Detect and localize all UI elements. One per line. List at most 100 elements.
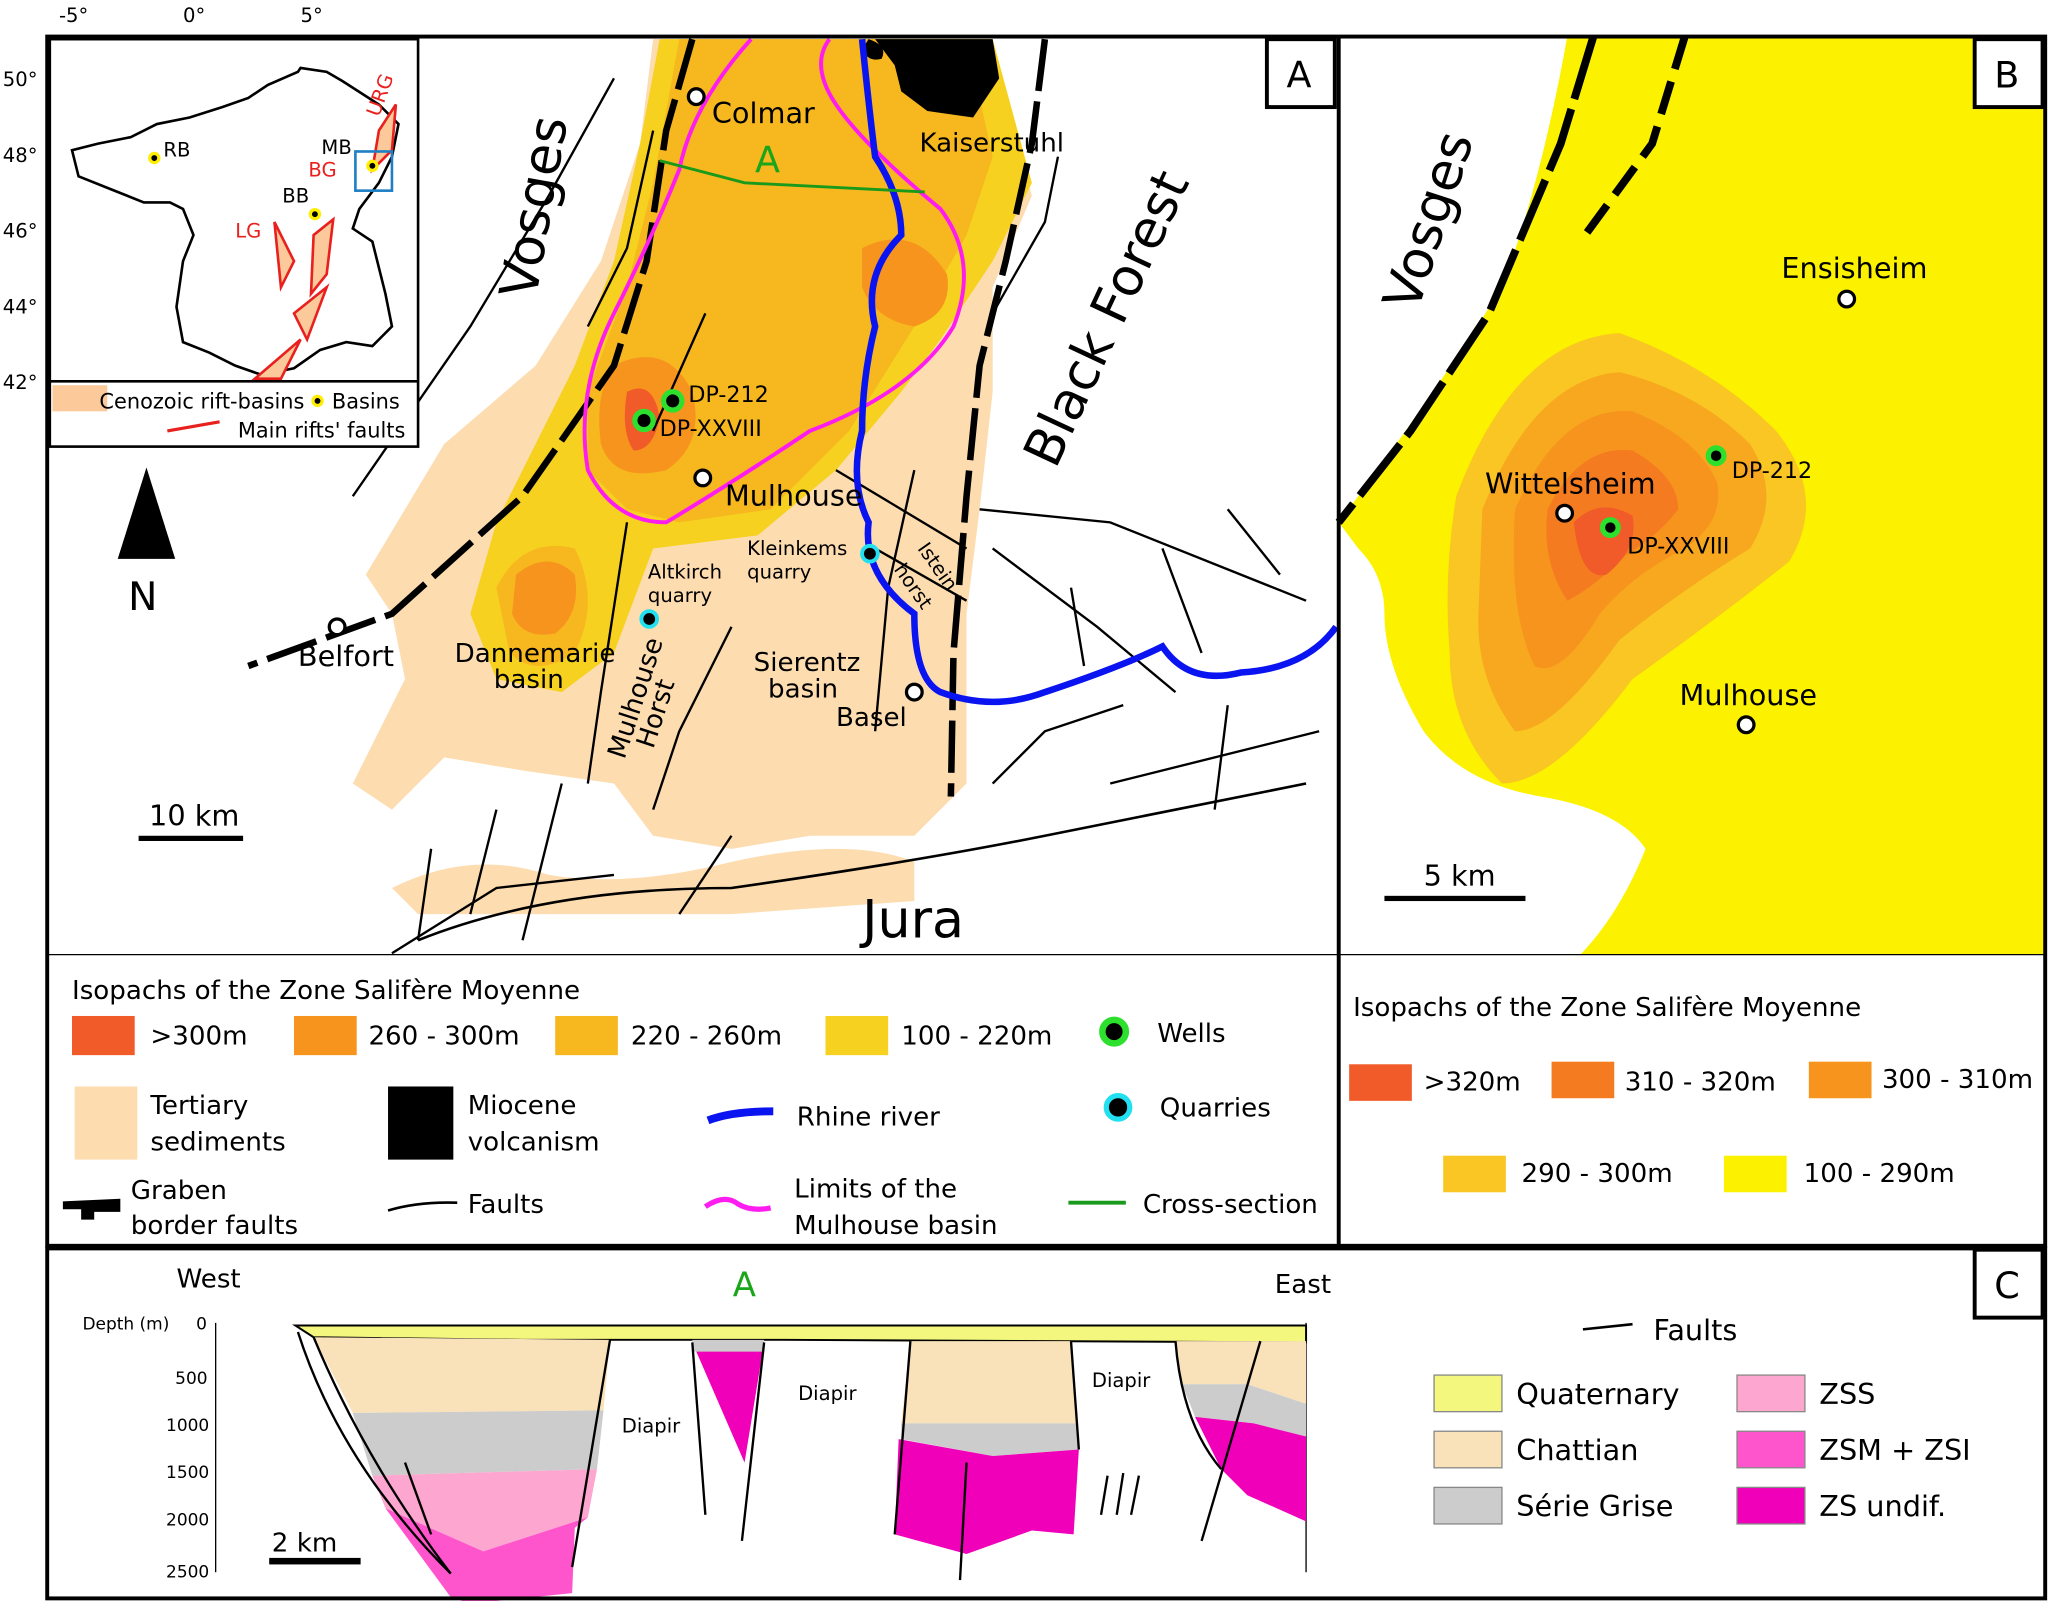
label-kaiserstuhl: Kaiserstuhl <box>920 128 1065 158</box>
inset-lon-ticks: -5° 0° 5° <box>59 4 323 27</box>
label-altkirch-2: quarry <box>648 584 712 607</box>
label-kleinkems: Kleinkems <box>747 537 847 560</box>
legend-rhine: Rhine river <box>797 1103 940 1133</box>
scale-bar-a <box>138 835 244 841</box>
legend-serie-grise: Série Grise <box>1516 1489 1673 1523</box>
cross-section-faults <box>296 1331 1262 1581</box>
legend-tertiary: sediments <box>150 1127 285 1157</box>
label-basel: Basel <box>836 703 907 733</box>
label-kleinkems-2: quarry <box>747 561 811 584</box>
legend-a-title: Isopachs of the Zone Salifère Moyenne <box>72 976 580 1006</box>
legend-graben: Graben <box>131 1176 227 1206</box>
panel-label-b: B <box>1994 53 2019 96</box>
legend-iso: >320m <box>1424 1067 1521 1097</box>
label-mulhouse-b: Mulhouse <box>1680 678 1818 712</box>
label-dpxxviii-b: DP-XXVIII <box>1627 534 1729 560</box>
label-dp212: DP-212 <box>688 382 768 408</box>
label-diapir: Diapir <box>1092 1369 1151 1392</box>
legend-iso: 290 - 300m <box>1522 1159 1673 1189</box>
legend-iso: 260 - 300m <box>368 1022 519 1052</box>
legend-tertiary: Tertiary <box>149 1091 248 1121</box>
lon-tick: -5° <box>59 4 88 27</box>
legend-limits: Mulhouse basin <box>794 1211 997 1241</box>
north-label: N <box>128 575 157 620</box>
legend-wells: Wells <box>1157 1019 1225 1049</box>
legend-b: Isopachs of the Zone Salifère Moyenne >3… <box>1349 993 2033 1193</box>
legend-faults: Faults <box>468 1190 544 1220</box>
legend-chattian: Chattian <box>1516 1433 1638 1467</box>
depth-tick: 1000 <box>166 1416 209 1436</box>
label-belfort: Belfort <box>298 639 394 673</box>
legend-iso: 220 - 260m <box>631 1022 782 1052</box>
faults <box>351 77 1320 955</box>
legend-iso: >300m <box>150 1022 247 1052</box>
scale-label-b: 5 km <box>1424 858 1496 892</box>
label-lg: LG <box>235 220 261 243</box>
jura-thrust <box>417 782 1307 942</box>
label-bb: BB <box>282 184 309 207</box>
label-altkirch: Altkirch <box>648 561 722 584</box>
legend-c-faults: Faults <box>1653 1313 1737 1347</box>
lat-tick: 42° <box>3 371 38 394</box>
north-arrow-icon <box>117 467 176 559</box>
label-dannemarie: Dannemarie <box>455 639 616 669</box>
lat-tick: 50° <box>3 68 38 91</box>
label-sierentz-2: basin <box>768 674 838 704</box>
lat-tick: 44° <box>3 295 38 318</box>
inset-lat-ticks: 50° 48° 46° 44° 42° <box>3 68 38 394</box>
legend-quarries: Quarries <box>1160 1094 1271 1124</box>
miocene-volcanism-area <box>862 39 1000 118</box>
legend-iso: 100 - 290m <box>1804 1159 1955 1189</box>
wells <box>632 389 685 433</box>
lat-tick: 46° <box>3 220 38 243</box>
label-west: West <box>176 1265 240 1295</box>
legend-miocene: volcanism <box>468 1127 600 1157</box>
label-bg: BG <box>308 158 336 181</box>
label-dpxxviii: DP-XXVIII <box>660 416 762 442</box>
panel-c-cross-section: West A East Depth (m) 0 500 1000 1500 20… <box>82 1247 2045 1601</box>
lon-tick: 0° <box>183 4 205 27</box>
lat-tick: 48° <box>3 144 38 167</box>
depth-tick: 1500 <box>166 1463 209 1483</box>
towns <box>327 87 924 702</box>
inset-legend-rift-basins: Cenozoic rift-basins <box>99 390 304 414</box>
label-colmar: Colmar <box>712 96 815 130</box>
depth-tick: 500 <box>175 1369 207 1389</box>
depth-tick: 0 <box>196 1314 207 1334</box>
legend-zss: ZSS <box>1819 1377 1875 1411</box>
panel-label-c: C <box>1994 1264 2020 1307</box>
legend-zs-undif: ZS undif. <box>1819 1489 1946 1523</box>
panel-b-map: Vosges Ensisheim Wittelsheim DP-212 DP-X… <box>1335 35 2045 955</box>
label-sierentz: Sierentz <box>754 648 861 678</box>
legend-zsm-zsi: ZSM + ZSI <box>1819 1433 1970 1467</box>
cross-section-line <box>659 159 925 194</box>
legend-b-title: Isopachs of the Zone Salifère Moyenne <box>1353 993 1861 1023</box>
inset-legend-basins: Basins <box>332 390 400 414</box>
scale-bar-b <box>1384 895 1526 902</box>
depth-axis-label: Depth (m) <box>82 1314 169 1334</box>
label-dp212-b: DP-212 <box>1732 458 1812 484</box>
graben-border-faults <box>247 38 1049 797</box>
label-jura: Jura <box>859 891 964 951</box>
depth-ticks: 0 500 1000 1500 2000 2500 <box>166 1314 209 1582</box>
mulhouse-basin-limits <box>582 37 966 525</box>
panel-a-map: Vosges Colmar A Kaiserstuhl Black Forest… <box>48 36 1339 955</box>
depth-tick: 2000 <box>166 1510 209 1530</box>
lon-tick: 5° <box>301 4 323 27</box>
label-section-a: A <box>755 138 780 181</box>
study-area-box <box>354 150 394 192</box>
label-diapir: Diapir <box>622 1415 681 1438</box>
legend-iso: 310 - 320m <box>1625 1067 1776 1097</box>
depth-tick: 2500 <box>166 1562 209 1582</box>
label-ensisheim: Ensisheim <box>1781 251 1927 285</box>
label-wittelsheim: Wittelsheim <box>1485 467 1656 501</box>
rhine-river <box>853 38 1339 706</box>
legend-iso: 100 - 220m <box>901 1022 1052 1052</box>
label-rb: RB <box>163 139 190 162</box>
legend-quaternary: Quaternary <box>1516 1377 1679 1411</box>
legend-miocene: Miocene <box>468 1091 577 1121</box>
scale-bar-c <box>269 1557 361 1565</box>
legend-cross-section: Cross-section <box>1143 1190 1318 1220</box>
panel-frames <box>45 34 2048 1601</box>
label-east: East <box>1275 1270 1331 1300</box>
